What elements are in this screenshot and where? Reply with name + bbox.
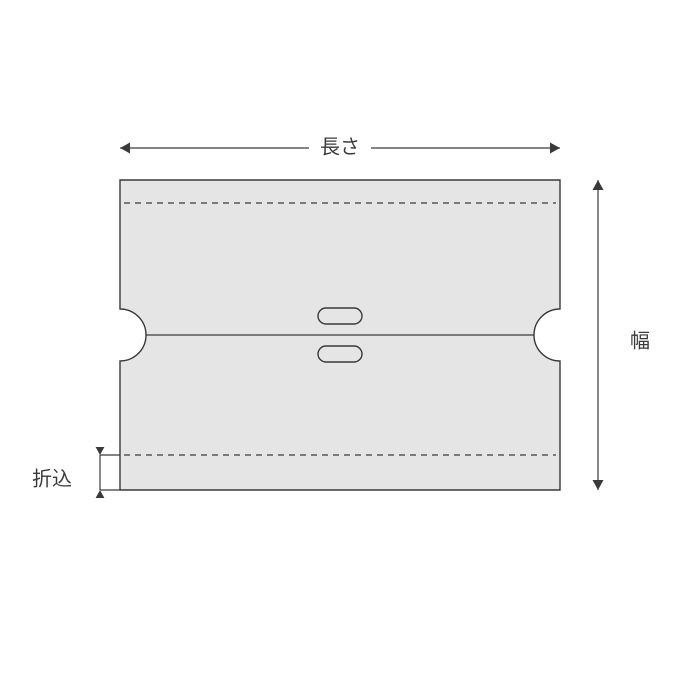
dimension-fold: 折込 xyxy=(32,447,120,498)
length-label: 長さ xyxy=(320,136,360,158)
dimension-width: 幅 xyxy=(593,180,651,490)
dimension-length: 長さ xyxy=(120,136,560,160)
width-label: 幅 xyxy=(630,329,650,352)
dimension-diagram: 長さ 幅 折込 xyxy=(0,0,700,700)
fold-label: 折込 xyxy=(32,467,72,490)
